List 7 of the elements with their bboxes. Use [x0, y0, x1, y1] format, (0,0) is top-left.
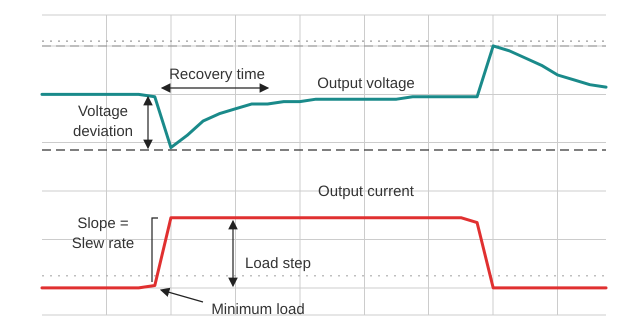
annotation: Load step	[245, 254, 311, 274]
annotation: Voltage deviation	[72, 102, 134, 142]
annotation: Slope = Slew rate	[72, 214, 134, 254]
annotation: Recovery time	[169, 65, 265, 85]
series-label: Output voltage	[317, 74, 415, 94]
series-label: Output current	[318, 182, 414, 202]
text: Minimum load	[211, 300, 305, 320]
